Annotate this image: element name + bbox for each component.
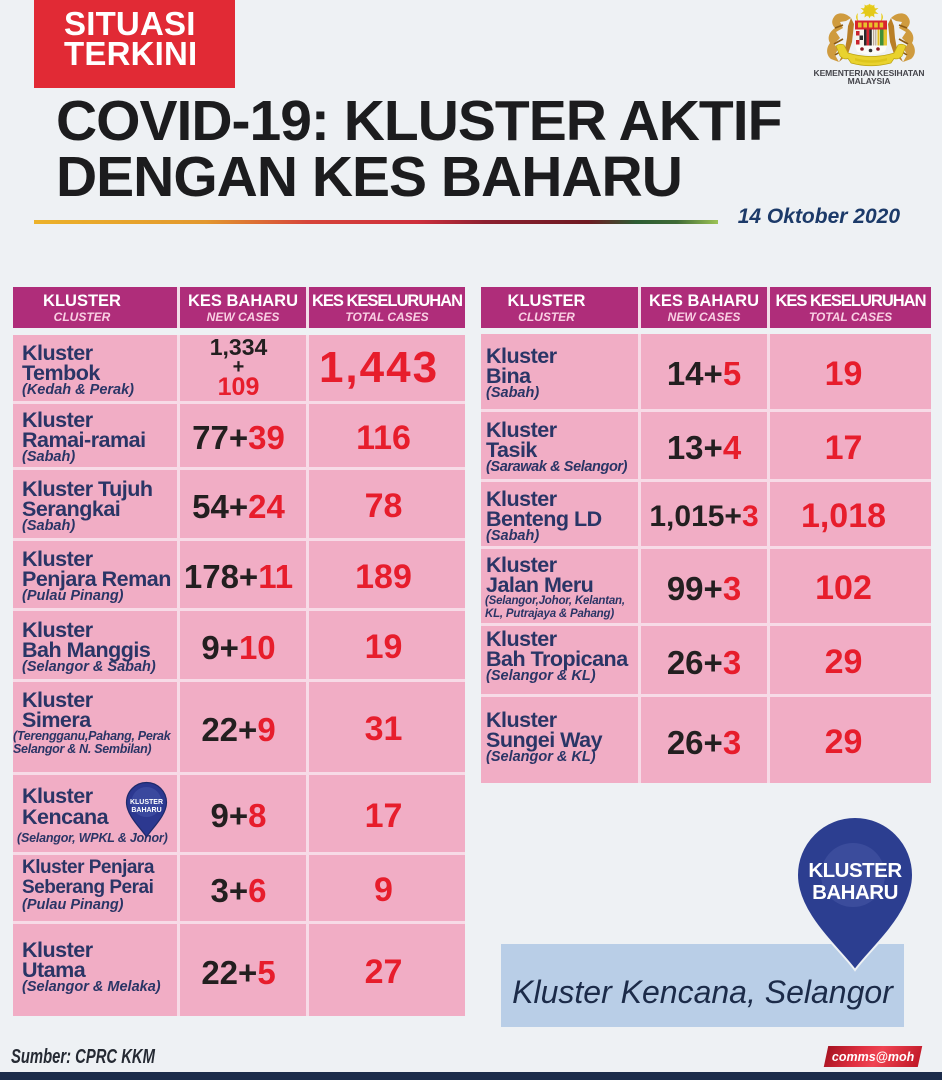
- svg-text:BAHARU: BAHARU: [812, 881, 898, 904]
- svg-text:BAHARU: BAHARU: [131, 807, 161, 814]
- svg-text:KLUSTER: KLUSTER: [130, 799, 163, 806]
- svg-text:KLUSTER: KLUSTER: [808, 859, 902, 882]
